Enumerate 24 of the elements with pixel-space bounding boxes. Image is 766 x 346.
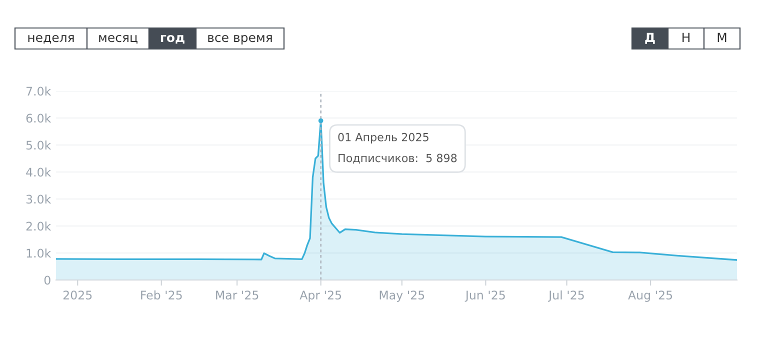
x-tick-label: Jul '25	[548, 290, 584, 302]
x-tick-label: Feb '25	[141, 290, 182, 300]
y-tick-label: 3.0k	[26, 194, 52, 204]
y-tick-label: 2.0k	[26, 222, 52, 231]
text: все время	[208, 34, 272, 45]
text: Д	[645, 32, 655, 44]
y-tick-label: 7.0k	[26, 86, 52, 96]
text: М	[718, 32, 726, 42]
y-tick-label: 5.0k	[26, 140, 52, 150]
x-tick-label: Mar '25	[216, 290, 258, 300]
text: Н	[682, 32, 690, 42]
y-tick-label: 0	[44, 276, 50, 285]
y-tick-label: 6.0k	[26, 114, 52, 123]
x-tick-label: Aug '25	[628, 290, 672, 302]
y-tick-label: 4.0k	[26, 168, 52, 177]
x-tick-label: Apr '25	[300, 290, 342, 302]
text: неделя	[28, 34, 74, 44]
x-tick-label: May '25	[380, 290, 424, 302]
text: год	[160, 34, 184, 44]
x-tick-label: Jun '25	[464, 290, 505, 302]
annotation: 01 Апрель 2025 Подписчиков: 5 898	[338, 132, 457, 164]
y-tick-label: 1.0k	[26, 248, 52, 258]
x-tick-label: 2025	[63, 290, 92, 300]
text: месяц	[99, 34, 138, 44]
